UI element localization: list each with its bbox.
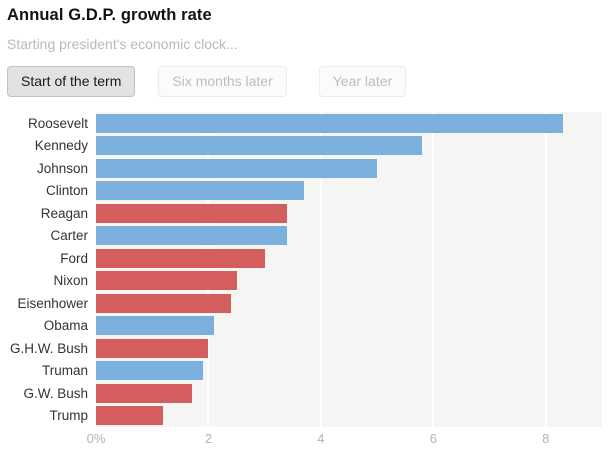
chart-row: Clinton	[0, 180, 602, 203]
president-label: G.H.W. Bush	[9, 340, 88, 356]
president-label: Johnson	[36, 160, 88, 176]
gdp-bar	[96, 406, 164, 426]
chart-row: Trump	[0, 405, 602, 428]
six-months-later-button[interactable]: Six months later	[158, 66, 287, 97]
x-axis-tick-label: 4	[317, 431, 325, 446]
president-label: Ford	[60, 250, 88, 266]
bar-track	[96, 292, 602, 315]
chart-row: Nixon	[0, 270, 602, 293]
bar-track	[96, 270, 602, 293]
president-label: Obama	[43, 318, 88, 334]
gdp-bar	[96, 248, 265, 268]
president-label: Trump	[49, 408, 88, 424]
gdp-bar	[96, 338, 209, 358]
chart-row: Obama	[0, 315, 602, 338]
president-label: Truman	[41, 363, 88, 379]
gdp-bar	[96, 203, 288, 223]
president-label: Eisenhower	[17, 295, 88, 311]
x-axis-tick-label: 6	[429, 431, 437, 446]
chart-row: Truman	[0, 360, 602, 383]
chart-row: Eisenhower	[0, 292, 602, 315]
gdp-bar	[96, 136, 423, 156]
president-label: Clinton	[45, 183, 88, 199]
gdp-bar	[96, 181, 305, 201]
gdp-bar	[96, 226, 288, 246]
x-axis-tick-label: 0%	[86, 431, 106, 446]
year-later-button[interactable]: Year later	[318, 66, 407, 97]
president-label: Roosevelt	[27, 115, 88, 131]
gridline	[319, 112, 322, 427]
bar-track	[96, 337, 602, 360]
president-label: G.W. Bush	[23, 385, 88, 401]
bar-track	[96, 225, 602, 248]
chart-rows: Roosevelt Kennedy Johnson Clinton Reagan Cart…	[0, 112, 602, 427]
gridline	[432, 112, 435, 427]
chart-subtitle: Starting president's economic clock...	[7, 36, 238, 52]
chart-row: G.W. Bush	[0, 382, 602, 405]
gdp-bar	[96, 316, 215, 336]
page-title: Annual G.D.P. growth rate	[7, 6, 212, 24]
bar-track	[96, 180, 602, 203]
gdp-bar	[96, 293, 231, 313]
gridline	[544, 112, 547, 427]
president-label: Nixon	[53, 273, 88, 289]
start-of-term-button[interactable]: Start of the term	[7, 66, 136, 97]
bar-track	[96, 405, 602, 428]
bar-track	[96, 360, 602, 383]
x-axis-tick-label: 2	[204, 431, 213, 446]
chart-row: Reagan	[0, 202, 602, 225]
x-axis: 0% 2 4 6 8	[87, 431, 602, 447]
bar-track	[96, 202, 602, 225]
gdp-bar	[96, 271, 237, 291]
time-toggle-group: Start of the term Six months later Year …	[7, 66, 407, 97]
bar-track	[96, 112, 602, 135]
president-label: Carter	[50, 228, 88, 244]
chart-row: Roosevelt	[0, 112, 602, 135]
gdp-bar	[96, 383, 192, 403]
gridline	[207, 112, 210, 427]
gdp-bar	[96, 113, 563, 133]
gdp-bar	[96, 158, 378, 178]
chart-row: G.H.W. Bush	[0, 337, 602, 360]
bar-track	[96, 382, 602, 405]
president-label: Kennedy	[34, 138, 88, 154]
chart-row: Kennedy	[0, 135, 602, 158]
bar-track	[96, 315, 602, 338]
bar-track	[96, 135, 602, 158]
chart-row: Carter	[0, 225, 602, 248]
chart-row: Johnson	[0, 157, 602, 180]
president-label: Reagan	[40, 205, 88, 221]
x-axis-tick-label: 8	[542, 431, 550, 446]
bar-track	[96, 157, 602, 180]
chart-row: Ford	[0, 247, 602, 270]
gdp-bar	[96, 361, 203, 381]
bar-track	[96, 247, 602, 270]
